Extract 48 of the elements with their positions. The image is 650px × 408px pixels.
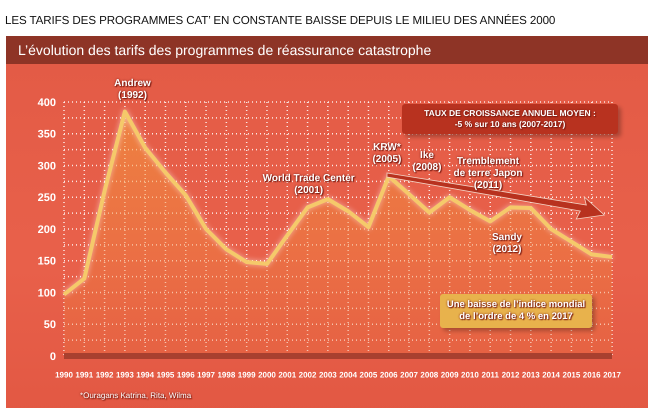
x-tick-label: 1991 [75, 370, 94, 380]
x-tick-label: 1993 [116, 370, 134, 380]
annotation: Tremblement de terre Japon (2011) [452, 156, 524, 192]
x-tick-label: 2015 [562, 370, 581, 380]
chart-subtitle: L’évolution des tarifs des programmes de réassurance catastrophe [6, 36, 648, 64]
x-tick-label: 1999 [238, 370, 256, 380]
y-tick-label: 400 [38, 96, 56, 109]
x-tick-label: 2003 [318, 370, 338, 380]
x-tick-label: 1990 [55, 370, 74, 380]
x-tick-label: 1996 [176, 370, 196, 380]
y-tick-label: 0 [50, 350, 56, 363]
y-tick-label: 200 [38, 224, 56, 236]
x-tick-label: 2012 [502, 370, 520, 380]
x-tick-label: 1997 [197, 370, 216, 380]
x-tick-label: 2005 [360, 370, 378, 380]
x-tick-label: 2007 [400, 370, 418, 380]
x-tick-label: 1998 [217, 370, 236, 380]
y-tick-label: 150 [38, 256, 56, 268]
x-tick-label: 1992 [96, 370, 114, 380]
x-tick-label: 2016 [582, 370, 602, 380]
y-tick-label: 300 [38, 160, 56, 172]
x-tick-label: 2013 [522, 370, 540, 380]
annotation: Ike (2008) [412, 150, 442, 174]
annotation: Sandy (2012) [490, 232, 523, 256]
annotation: KRW* (2005) [372, 142, 402, 166]
x-tick-label: 2002 [298, 370, 318, 380]
x-tick-label: 1995 [156, 370, 175, 380]
chart-title: LES TARIFS DES PROGRAMMES CAT’ EN CONSTANTE BAISSE DEPUIS LE MILIEU DES ANNÉES 2000 [5, 13, 556, 27]
annotation: World Trade Center (2001) [262, 173, 356, 198]
note-box: TAUX DE CROISSANCE ANNUEL MOYEN : -5 % sur 10 ans (2007-2017) [402, 104, 618, 134]
text: *Ouragans Katrina, Rita, Wilma [80, 390, 192, 402]
annotation: Andrew (1992) [113, 78, 152, 102]
x-tick-label: 2008 [420, 370, 439, 380]
x-tick-label: 2011 [482, 370, 500, 380]
x-tick-label: 2010 [461, 370, 480, 380]
x-tick-label: 2017 [603, 370, 622, 380]
callout-box: Une baisse de l’indice mondial de l’ordre de 4 % en 2017 [440, 294, 592, 328]
y-tick-label: 100 [38, 287, 56, 300]
y-tick-label: 350 [38, 128, 56, 141]
x-tick-label: 2014 [542, 370, 561, 380]
x-tick-label: 2009 [440, 370, 460, 380]
x-tick-label: 2000 [258, 370, 276, 380]
y-tick-label: 50 [44, 319, 56, 332]
x-tick-label: 1994 [136, 370, 155, 380]
x-tick-label: 2001 [278, 370, 297, 380]
x-tick-label: 2004 [339, 370, 358, 380]
y-tick-label: 250 [38, 192, 56, 204]
x-tick-label: 2006 [380, 370, 398, 380]
